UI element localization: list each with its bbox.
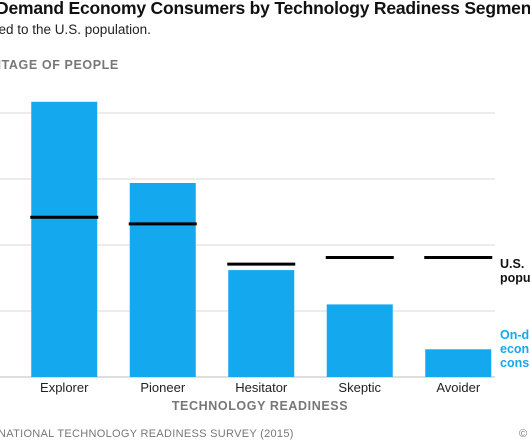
x-axis-label: TECHNOLOGY READINESS [171, 399, 349, 413]
legend-on-demand-line1: On-d [500, 328, 529, 342]
y-axis-label: NTAGE OF PEOPLE [0, 58, 119, 72]
x-tick-skeptic: Skeptic [338, 380, 381, 395]
legend-us-population-line2: popu [500, 271, 530, 285]
x-tick-explorer: Explorer [40, 380, 89, 395]
bar-avoider [425, 349, 492, 377]
x-tick-labels: Explorer Pioneer Hesitator Skeptic Avoider [40, 380, 481, 395]
us-population-markers [30, 215, 493, 266]
chart-subtitle: red to the U.S. population. [0, 22, 151, 37]
legend-on-demand-line3: consu [500, 356, 530, 370]
chart-title: Demand Economy Consumers by Technology R… [0, 0, 530, 18]
legend-on-demand-line2: econ [500, 342, 529, 356]
copyright-symbol: © [519, 428, 528, 440]
legend: U.S. popu On-d econ consu [500, 257, 530, 370]
bars [31, 101, 492, 377]
bar-explorer [31, 101, 98, 377]
x-tick-hesitator: Hesitator [235, 380, 288, 395]
legend-us-population-line1: U.S. [500, 257, 524, 271]
bar-pioneer [129, 182, 196, 377]
x-tick-avoider: Avoider [436, 380, 481, 395]
bar-skeptic [326, 304, 393, 377]
source-note: NATIONAL TECHNOLOGY READINESS SURVEY (20… [0, 428, 294, 440]
x-tick-pioneer: Pioneer [140, 380, 185, 395]
bar-hesitator [228, 270, 295, 377]
